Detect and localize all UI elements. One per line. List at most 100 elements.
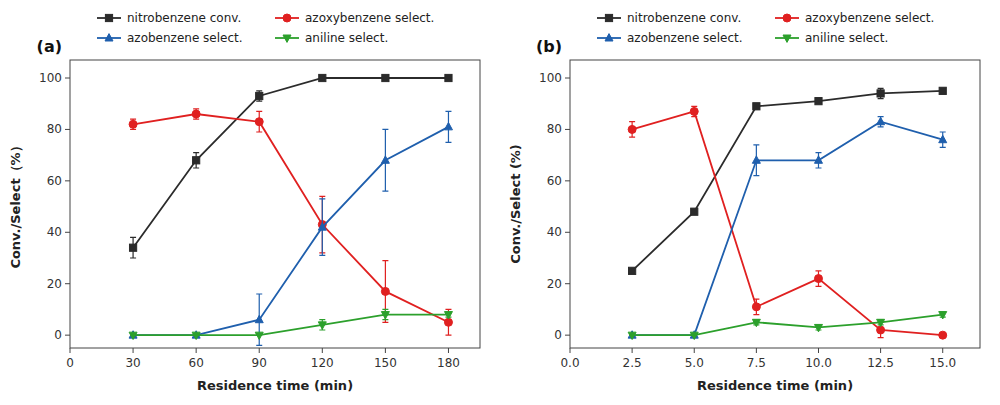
y-tick-label: 20: [47, 277, 62, 291]
error-bar: [878, 88, 884, 98]
y-tick: [65, 78, 70, 79]
y-tick: [65, 283, 70, 284]
error-bar: [691, 106, 697, 116]
point: [752, 156, 760, 163]
point: [255, 332, 263, 339]
point: [318, 322, 326, 329]
point: [877, 117, 885, 124]
y-tick-label: 0: [554, 328, 562, 342]
point: [877, 319, 885, 326]
legend-label: azobenzene select.: [627, 31, 743, 45]
x-tick: [259, 348, 260, 353]
y-tick: [565, 129, 570, 130]
legend-marker: [105, 14, 112, 21]
y-tick-label: 20: [547, 277, 562, 291]
chart-root: 0204060801000306090120150180Residence ti…: [0, 0, 1000, 405]
series: [129, 109, 452, 335]
x-tick: [385, 348, 386, 353]
series-line: [632, 315, 943, 336]
x-tick: [448, 348, 449, 353]
x-tick-label: 15.0: [929, 356, 956, 370]
error-bar: [382, 309, 388, 319]
point: [444, 312, 452, 319]
y-tick-label: 60: [547, 174, 562, 188]
error-bar: [319, 320, 325, 330]
error-bar: [319, 199, 325, 256]
error-bar: [629, 122, 635, 137]
legend-marker: [605, 14, 612, 21]
y-tick-label: 40: [547, 225, 562, 239]
y-tick: [65, 335, 70, 336]
y-tick: [565, 180, 570, 181]
series-line: [133, 78, 448, 248]
x-tick-label: 180: [437, 356, 460, 370]
point: [381, 312, 389, 319]
legend: nitrobenzene conv.azoxybenzene select.az…: [97, 11, 434, 45]
y-tick-label: 100: [39, 71, 62, 85]
series-line: [632, 111, 943, 335]
x-tick: [632, 348, 633, 353]
series: [629, 87, 947, 274]
point: [628, 125, 636, 133]
point: [939, 312, 947, 319]
point: [255, 118, 263, 126]
legend-label: azobenzene select.: [127, 31, 243, 45]
error-bar: [382, 129, 388, 191]
x-tick: [756, 348, 757, 353]
error-bar: [193, 153, 199, 168]
point: [382, 74, 389, 81]
series: [129, 309, 452, 339]
series: [129, 111, 452, 345]
error-bar: [445, 111, 451, 142]
legend-marker: [605, 34, 613, 41]
legend-label: aniline select.: [805, 31, 888, 45]
panel-title: (a): [37, 37, 62, 56]
plot-frame: [570, 60, 980, 348]
legend-label: azoxybenzene select.: [305, 11, 434, 25]
error-bar: [445, 309, 451, 335]
series-line: [133, 114, 448, 322]
error-bar: [256, 91, 262, 101]
y-tick: [565, 335, 570, 336]
point: [691, 208, 698, 215]
x-tick-label: 30: [125, 356, 140, 370]
point: [815, 98, 822, 105]
x-axis-label: Residence time (min): [197, 378, 353, 393]
error-bar: [878, 117, 884, 127]
error-bar: [130, 237, 136, 258]
x-tick-label: 90: [252, 356, 267, 370]
y-tick-label: 80: [47, 122, 62, 136]
series: [129, 74, 452, 258]
x-tick-label: 0: [66, 356, 74, 370]
x-tick-label: 60: [189, 356, 204, 370]
legend-marker: [283, 14, 291, 22]
y-tick: [565, 78, 570, 79]
x-tick-label: 7.5: [747, 356, 766, 370]
point: [814, 324, 822, 331]
point: [939, 135, 947, 142]
plot-frame: [70, 60, 480, 348]
point: [192, 332, 200, 339]
point: [129, 120, 137, 128]
point: [939, 331, 947, 339]
series-line: [632, 122, 943, 335]
y-axis-label: Conv./Select (%): [508, 144, 523, 264]
plot-area: [570, 60, 980, 348]
x-tick: [322, 348, 323, 353]
legend-marker: [105, 34, 113, 41]
data-layer: [129, 74, 452, 345]
y-tick-label: 100: [539, 71, 562, 85]
point: [129, 244, 136, 251]
error-bar: [815, 153, 821, 168]
error-bar: [256, 294, 262, 345]
panel: 0204060801000.02.55.07.510.012.515.0Resi…: [508, 11, 980, 393]
x-tick-label: 120: [311, 356, 334, 370]
legend-marker: [283, 35, 291, 42]
x-tick: [133, 348, 134, 353]
x-tick-label: 12.5: [867, 356, 894, 370]
point: [752, 319, 760, 326]
legend-label: nitrobenzene conv.: [627, 11, 741, 25]
point: [256, 92, 263, 99]
y-axis-label: Conv./Select（%）: [8, 139, 23, 268]
point: [129, 332, 137, 339]
